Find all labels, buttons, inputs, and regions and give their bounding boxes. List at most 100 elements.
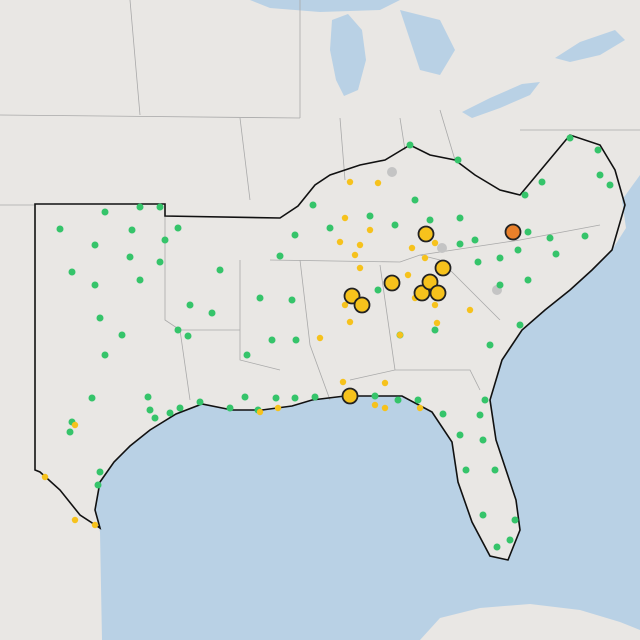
green-marker — [594, 146, 602, 154]
yellow-marker — [346, 318, 354, 326]
yellow-marker — [408, 244, 416, 252]
green-marker — [326, 224, 334, 232]
yellow-large-marker — [341, 387, 359, 405]
green-marker — [156, 203, 164, 211]
lake-erie — [462, 82, 540, 118]
green-marker — [216, 266, 224, 274]
yellow-marker — [346, 178, 354, 186]
green-marker — [128, 226, 136, 234]
green-marker — [126, 253, 134, 261]
green-marker — [456, 431, 464, 439]
green-marker — [374, 286, 382, 294]
yellow-large-marker — [429, 284, 447, 302]
green-marker — [426, 216, 434, 224]
green-marker — [291, 394, 299, 402]
green-marker — [291, 231, 299, 239]
yellow-marker — [371, 401, 379, 409]
green-marker — [474, 258, 482, 266]
green-marker — [439, 410, 447, 418]
green-marker — [493, 543, 501, 551]
green-marker — [581, 232, 589, 240]
yellow-marker — [374, 179, 382, 187]
yellow-marker — [316, 334, 324, 342]
ocean — [95, 175, 640, 640]
region-outline — [34, 134, 626, 561]
green-marker — [276, 252, 284, 260]
yellow-marker — [416, 404, 424, 412]
green-marker — [288, 296, 296, 304]
yellow-marker — [71, 421, 79, 429]
green-marker — [311, 393, 319, 401]
green-marker — [481, 396, 489, 404]
green-marker — [371, 392, 379, 400]
yellow-large-marker — [417, 225, 435, 243]
green-marker — [546, 234, 554, 242]
green-marker — [524, 276, 532, 284]
yellow-marker — [431, 301, 439, 309]
lake-superior — [250, 0, 400, 12]
yellow-large-marker — [434, 259, 452, 277]
yellow-marker — [396, 331, 404, 339]
green-marker — [151, 414, 159, 422]
yellow-marker — [351, 251, 359, 259]
yellow-marker — [356, 241, 364, 249]
yellow-marker — [431, 239, 439, 247]
green-marker — [256, 294, 264, 302]
green-marker — [454, 156, 462, 164]
green-marker — [66, 428, 74, 436]
green-marker — [414, 396, 422, 404]
yellow-marker — [256, 408, 264, 416]
green-marker — [208, 309, 216, 317]
lake-huron — [400, 10, 455, 75]
green-marker — [88, 394, 96, 402]
green-marker — [496, 254, 504, 262]
green-marker — [366, 212, 374, 220]
lake-michigan — [330, 14, 366, 96]
green-marker — [241, 393, 249, 401]
yellow-large-marker — [353, 296, 371, 314]
orange-large-marker — [504, 223, 522, 241]
green-marker — [94, 481, 102, 489]
green-marker — [456, 240, 464, 248]
yellow-marker — [381, 379, 389, 387]
yellow-large-marker — [421, 273, 439, 291]
green-marker — [166, 409, 174, 417]
green-marker — [476, 411, 484, 419]
green-marker — [136, 203, 144, 211]
yellow-marker — [91, 521, 99, 529]
yellow-marker — [341, 301, 349, 309]
green-marker — [309, 201, 317, 209]
green-marker — [272, 394, 280, 402]
green-marker — [91, 241, 99, 249]
green-marker — [161, 236, 169, 244]
yellow-marker — [71, 516, 79, 524]
green-marker — [156, 258, 164, 266]
gray-marker — [387, 167, 397, 177]
green-marker — [479, 511, 487, 519]
yellow-marker — [366, 226, 374, 234]
yellow-marker — [381, 404, 389, 412]
cuba — [420, 604, 640, 640]
green-marker — [516, 321, 524, 329]
markers — [41, 134, 614, 551]
green-marker — [524, 228, 532, 236]
green-marker — [486, 341, 494, 349]
yellow-marker — [274, 404, 282, 412]
green-marker — [136, 276, 144, 284]
yellow-large-marker — [413, 284, 431, 302]
green-marker — [118, 331, 126, 339]
lake-ontario — [555, 30, 625, 62]
green-marker — [456, 214, 464, 222]
green-marker — [174, 224, 182, 232]
green-marker — [606, 181, 614, 189]
green-marker — [496, 281, 504, 289]
yellow-marker — [356, 264, 364, 272]
green-marker — [391, 221, 399, 229]
green-marker — [268, 336, 276, 344]
yellow-marker — [339, 378, 347, 386]
green-marker — [431, 326, 439, 334]
green-marker — [146, 406, 154, 414]
yellow-marker — [341, 214, 349, 222]
green-marker — [96, 314, 104, 322]
green-marker — [292, 336, 300, 344]
